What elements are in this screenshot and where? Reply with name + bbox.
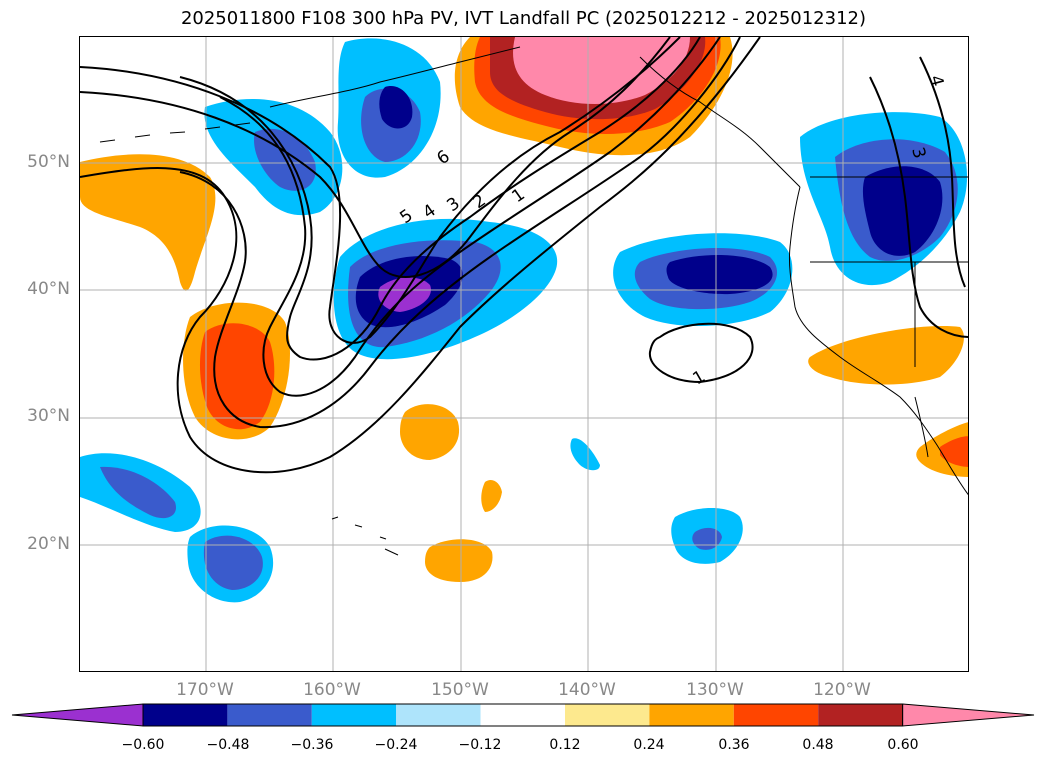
lon-label-170w: 170°W xyxy=(176,680,234,700)
colorbar-segment xyxy=(733,704,819,726)
map-title: 2025011800 F108 300 hPa PV, IVT Landfall… xyxy=(180,8,867,29)
contour-3 xyxy=(219,37,721,397)
colorbar-tick: −0.12 xyxy=(458,737,502,753)
contour-2 xyxy=(179,37,741,429)
alaska-coast xyxy=(269,46,801,188)
pos-region-subtropical-1 xyxy=(400,404,460,460)
north-america-west-coast xyxy=(789,186,968,496)
colorbar-segment xyxy=(396,704,481,726)
lat-label-30n: 30°N xyxy=(27,406,70,426)
lon-label-150w: 150°W xyxy=(431,680,489,700)
colorbar-segment xyxy=(143,704,228,726)
contour-label: 2 xyxy=(469,191,489,214)
contour-1 xyxy=(80,37,761,474)
colorbar xyxy=(11,703,1035,727)
colorbar-tick: −0.48 xyxy=(206,737,250,753)
contour-east-3 xyxy=(869,76,968,338)
positive-anomaly-fills xyxy=(80,37,968,582)
coastlines xyxy=(99,46,968,556)
lon-label-120w: 120°W xyxy=(813,680,871,700)
pos-region-subtropical-3 xyxy=(425,539,493,582)
neg-region-subtropical-west-inner xyxy=(100,466,176,519)
neg-region-hawaii-west-inner xyxy=(203,535,263,590)
lon-label-140w: 140°W xyxy=(558,680,616,700)
lat-label-50n: 50°N xyxy=(27,152,70,172)
colorbar-border xyxy=(142,703,904,727)
contour-label: 3 xyxy=(907,145,929,161)
colorbar-segment xyxy=(480,704,565,726)
colorbar-tick: 0.12 xyxy=(549,737,581,753)
contour-label: 6 xyxy=(433,147,453,170)
pos-region-subtropical-2 xyxy=(481,480,502,512)
lon-label-160w: 160°W xyxy=(303,680,361,700)
colorbar-tick: −0.24 xyxy=(374,737,418,753)
colorbar-tick: 0.36 xyxy=(718,737,750,753)
neg-region-west-coast-core xyxy=(862,166,943,256)
pv-contours xyxy=(80,37,968,474)
contour-4 xyxy=(179,37,701,361)
colorbar-segment xyxy=(227,704,312,726)
neg-region-small-1 xyxy=(570,438,600,471)
colorbar-tick: 0.48 xyxy=(802,737,834,753)
colorbar-segments xyxy=(11,703,1035,727)
colorbar-extend-min xyxy=(11,703,144,727)
map-canvas: 6 5 4 3 2 1 1 3 4 xyxy=(80,37,968,671)
colorbar-extend-max xyxy=(902,703,1035,727)
neg-region-east-pacific-core xyxy=(666,255,773,295)
hawaii-islands xyxy=(331,516,399,556)
contour-1-closed xyxy=(648,322,754,384)
contour-east-4 xyxy=(919,56,966,288)
pos-region-baja-core xyxy=(940,436,968,467)
colorbar-segment xyxy=(818,704,903,726)
baja-gulf xyxy=(914,396,929,458)
colorbar-tick: 0.24 xyxy=(633,737,665,753)
contour-label: 1 xyxy=(508,185,528,208)
colorbar-tick: −0.60 xyxy=(121,737,165,753)
contour-label: 4 xyxy=(925,73,947,89)
colorbar-segment xyxy=(565,704,650,726)
contour-label: 1 xyxy=(690,367,709,390)
colorbar-tick: −0.36 xyxy=(290,737,334,753)
pos-region-gulf-alaska-core xyxy=(513,37,690,104)
contour-5 xyxy=(80,37,681,344)
contour-6 xyxy=(80,37,671,278)
neg-region-north-center-core xyxy=(379,86,413,129)
lon-label-130w: 130°W xyxy=(686,680,744,700)
colorbar-tick: 0.60 xyxy=(887,737,919,753)
aleutian-islands xyxy=(99,122,251,143)
map-panel: 6 5 4 3 2 1 1 3 4 xyxy=(79,36,969,672)
pos-region-west-50n xyxy=(80,154,216,291)
lat-label-20n: 20°N xyxy=(27,534,70,554)
pos-region-california xyxy=(808,326,964,385)
colorbar-segment xyxy=(311,704,397,726)
neg-region-small-2-inner xyxy=(692,527,722,550)
pos-region-central-west-core xyxy=(199,323,275,430)
colorbar-segment xyxy=(649,704,734,726)
lat-label-40n: 40°N xyxy=(27,279,70,299)
